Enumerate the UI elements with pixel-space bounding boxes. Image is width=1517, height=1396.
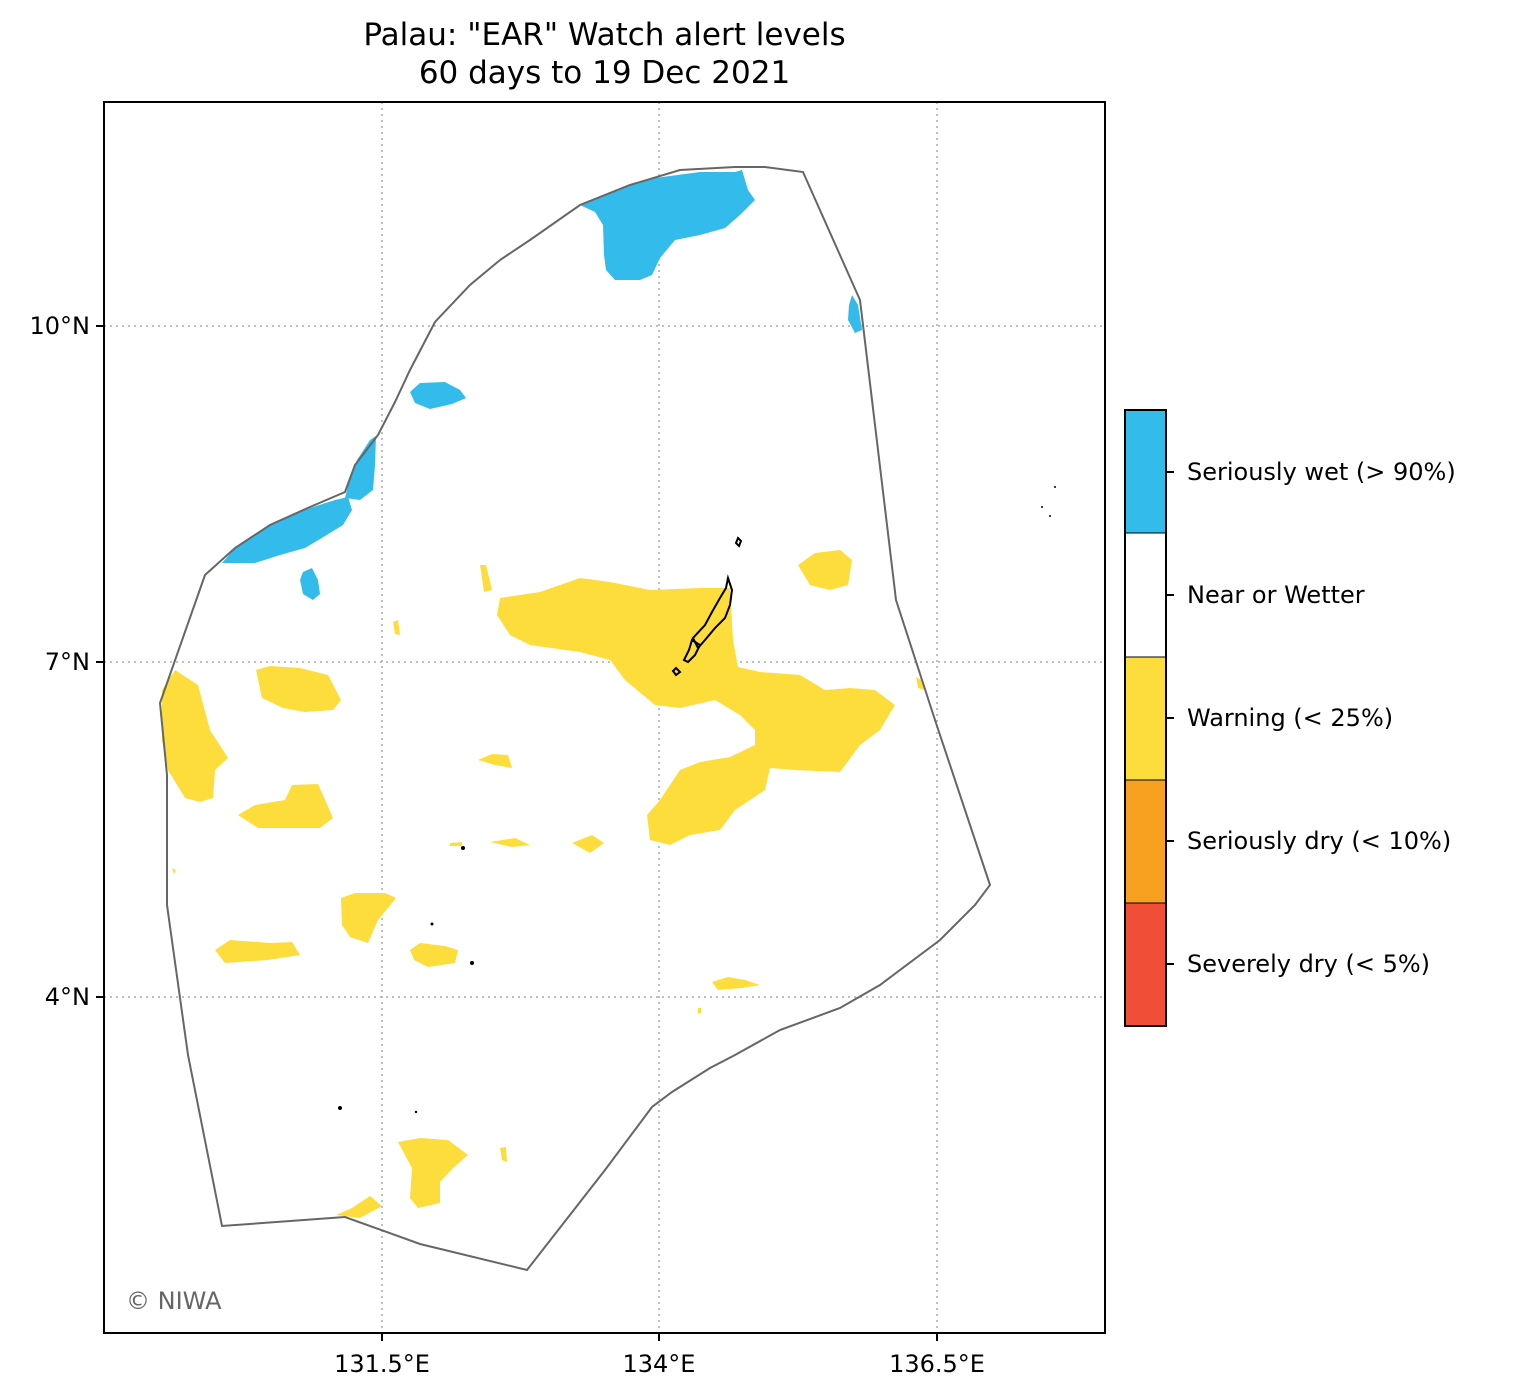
colorbar: [1124, 409, 1167, 1027]
warning-region-sw-1: [238, 784, 333, 828]
helen-reef-island: [414, 1110, 418, 1114]
legend-label-warning: Warning (< 25%): [1187, 704, 1394, 732]
warning-region-south-2: [215, 940, 300, 963]
colorbar-ticks: [1166, 471, 1174, 965]
chart-title: Palau: "EAR" Watch alert levels: [363, 17, 846, 53]
sonsorol-island: [461, 846, 465, 850]
small-islands: [338, 486, 1056, 1114]
copyright-label: © NIWA: [126, 1287, 222, 1315]
x-tick-label-131-5e: 131.5°E: [334, 1350, 430, 1378]
warning-region-south-5: [398, 1138, 468, 1208]
y-tick-label-7n: 7°N: [44, 648, 90, 676]
warning-region-south-7: [336, 1196, 382, 1218]
axis-ticks: [96, 325, 938, 1341]
eez-boundary: [158, 166, 992, 1272]
wet-region-northwest-2: [222, 497, 352, 563]
warning-region-south-4: [712, 977, 760, 990]
outlying-island-1: [1054, 486, 1056, 488]
warning-region-center-3: [572, 835, 604, 853]
legend-label-near-or-wetter: Near or Wetter: [1187, 581, 1365, 609]
peleliu-island: [671, 666, 682, 677]
fanna-island: [430, 922, 434, 926]
outlying-island-2: [1041, 506, 1043, 508]
map-frame: [103, 101, 1106, 1334]
warning-region-south-3: [410, 943, 458, 967]
colorbar-seriously-wet: [1124, 409, 1167, 534]
warning-region-center-small-1: [478, 754, 512, 768]
warning-region-center-small-3: [393, 620, 400, 635]
legend-label-seriously-dry: Seriously dry (< 10%): [1187, 827, 1452, 855]
wet-region-northwest-1: [345, 436, 376, 500]
legend-label-seriously-wet: Seriously wet (> 90%): [1187, 458, 1456, 486]
colorbar-warning: [1124, 656, 1167, 781]
warning-region-center-strip-2: [450, 842, 462, 846]
colorbar-near-or-wetter: [1124, 532, 1167, 658]
wet-region-center-north: [410, 382, 466, 409]
gridlines: [104, 102, 1105, 1333]
seriously-wet-regions: [222, 170, 862, 600]
warning-region-center-strip: [490, 838, 530, 847]
y-tick-label-10n: 10°N: [29, 312, 91, 340]
x-tick-label-136-5e: 136.5°E: [889, 1350, 985, 1378]
warning-region-central: [497, 578, 895, 845]
warning-region-south-1: [341, 893, 396, 943]
warning-region-west-edge: [172, 868, 176, 874]
warning-region-east: [798, 550, 852, 590]
warning-region-south-6: [500, 1147, 507, 1162]
pulo-anna-island: [470, 961, 474, 965]
merir-island: [338, 1106, 342, 1110]
chart-subtitle: 60 days to 19 Dec 2021: [418, 55, 791, 91]
legend-label-severely-dry: Severely dry (< 5%): [1187, 950, 1431, 978]
outlying-island-3: [1049, 515, 1051, 517]
x-tick-label-134e: 134°E: [622, 1350, 696, 1378]
colorbar-seriously-dry: [1124, 779, 1167, 904]
kayangel-island: [734, 536, 743, 548]
warning-region-center-small-2: [480, 565, 492, 592]
koror-islands: [682, 638, 702, 664]
warning-region-west-1: [256, 666, 341, 712]
colorbar-severely-dry: [1124, 902, 1167, 1027]
warning-region-west-2: [162, 670, 228, 802]
wet-region-northeast: [848, 295, 862, 333]
y-tick-label-4n: 4°N: [44, 983, 90, 1011]
wet-region-north: [580, 170, 755, 280]
palau-islands: [671, 536, 743, 677]
warning-region-south-dot: [698, 1008, 701, 1013]
wet-region-west: [300, 568, 320, 600]
warning-regions: [162, 550, 924, 1218]
warning-region-east-edge: [916, 677, 924, 690]
